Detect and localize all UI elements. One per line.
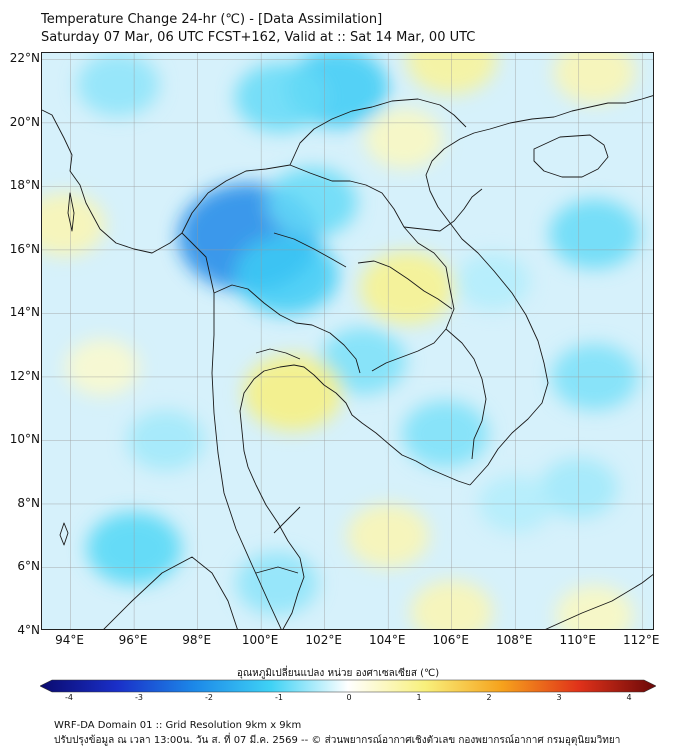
latitude-label: 12°N — [9, 368, 40, 383]
anomaly-patch — [555, 585, 634, 629]
anomaly-patch — [235, 551, 319, 615]
longitude-label: 106°E — [432, 633, 469, 647]
temperature-change-map — [42, 53, 653, 629]
colorbar-tick: 3 — [556, 693, 562, 702]
longitude-label: 98°E — [182, 633, 212, 647]
colorbar-tick: 1 — [416, 693, 422, 702]
colorbar-bar — [40, 679, 656, 693]
map-title: Temperature Change 24-hr (℃) - [Data Ass… — [41, 12, 383, 27]
colorbar-tick: 4 — [626, 693, 632, 702]
latitude-label: 18°N — [9, 178, 40, 193]
map-subtitle: Saturday 07 Mar, 06 UTC FCST+162, Valid … — [41, 30, 476, 45]
graticule — [42, 53, 653, 629]
latitude-label: 8°N — [17, 495, 40, 510]
longitude-label: 112°E — [623, 633, 660, 647]
latitude-label: 14°N — [9, 305, 40, 320]
latitude-label: 22°N — [9, 51, 40, 66]
colorbar-tick: -3 — [135, 693, 143, 702]
latitude-label: 16°N — [9, 241, 40, 256]
footer-update-info: ปรับปรุงข้อมูล ณ เวลา 13:00น. วัน ส. ที่… — [54, 735, 621, 746]
colorbar-tick: 2 — [486, 693, 492, 702]
latitude-label: 4°N — [17, 623, 40, 637]
colorbar-tick: -4 — [65, 693, 73, 702]
anomaly-patch — [77, 53, 160, 117]
colorbar-tick: 0 — [346, 693, 352, 702]
map-panel — [41, 52, 654, 630]
colorbar-tick: -1 — [275, 693, 283, 702]
anomaly-patch — [266, 167, 358, 238]
anomaly-patch — [549, 199, 640, 269]
longitude-label: 100°E — [241, 633, 279, 647]
longitude-label: 108°E — [495, 633, 533, 647]
coastline-borders — [42, 95, 653, 629]
anomaly-patch — [234, 62, 326, 133]
footer-model-info: WRF-DA Domain 01 :: Grid Resolution 9km … — [54, 720, 302, 731]
longitude-label: 94°E — [55, 633, 85, 647]
longitude-label: 96°E — [118, 633, 148, 647]
anomaly-patch — [243, 354, 343, 431]
latitude-label: 6°N — [17, 559, 40, 574]
latitude-label: 10°N — [9, 432, 40, 447]
anomaly-patch — [235, 235, 339, 315]
colorbar — [40, 679, 656, 693]
latitude-label: 20°N — [9, 114, 40, 129]
longitude-label: 110°E — [559, 633, 597, 647]
anomaly-patch — [365, 108, 444, 169]
anomaly-patch — [553, 53, 636, 104]
anomaly-patch — [359, 251, 455, 325]
longitude-label: 104°E — [368, 633, 406, 647]
colorbar-title: อุณหภูมิเปลี่ยนแปลง หน่วย องศาเซลเซียส (… — [236, 668, 440, 679]
anomaly-patch — [65, 339, 140, 396]
anomaly-patch — [456, 253, 530, 311]
anomaly-patch — [319, 327, 406, 395]
anomaly-patch — [402, 400, 489, 468]
colorbar-tick: -2 — [205, 693, 213, 702]
longitude-label: 102°E — [305, 633, 342, 647]
anomaly-field — [42, 53, 640, 629]
